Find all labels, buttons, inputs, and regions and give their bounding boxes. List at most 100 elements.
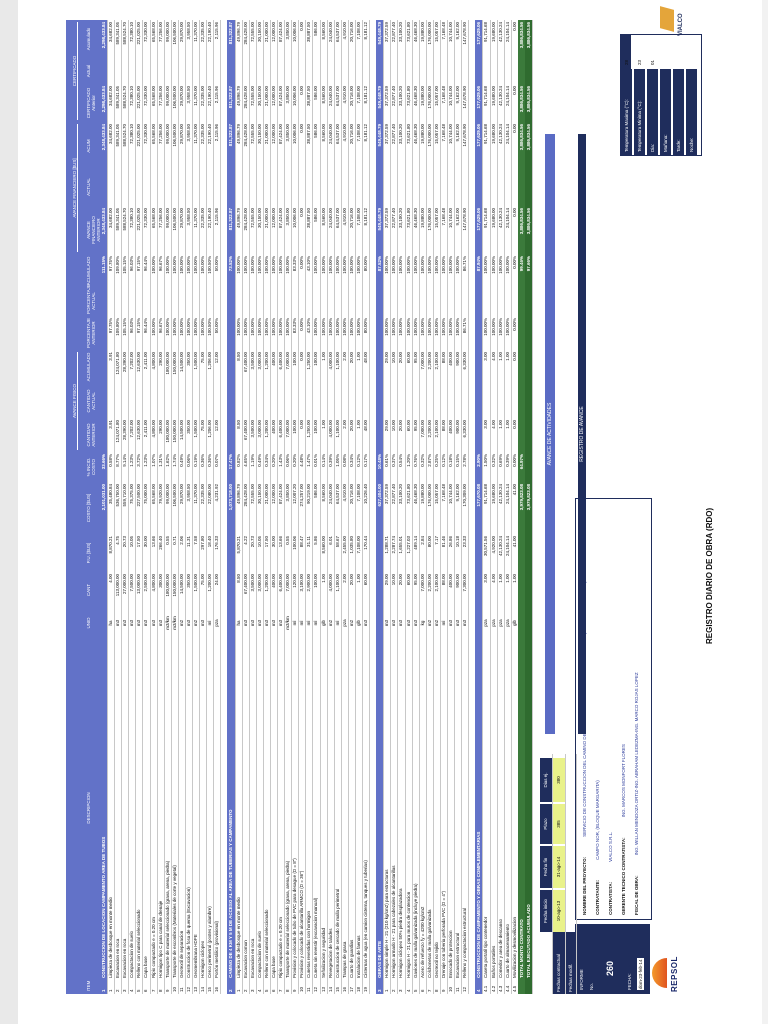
cell-p1: 50.00% xyxy=(214,318,220,334)
cell-c3: 221,025.00 xyxy=(136,22,142,45)
cell-n3: 100.00 xyxy=(292,352,298,366)
cell-n1: 124,071.80 xyxy=(115,420,121,443)
cell-pct: 0.18% xyxy=(448,454,454,467)
cell-pct: 0.07% xyxy=(214,454,220,467)
cell-cant: 75.00 xyxy=(200,574,206,586)
cell-c1: 11,370.00 xyxy=(193,86,199,106)
cell-pct: 0.20% xyxy=(270,454,276,467)
cell-p3: 100.00% xyxy=(278,256,284,274)
cell-pct: 0.14% xyxy=(320,454,326,467)
cell-desc: Ripio compactado e = 0.20 cm xyxy=(150,917,156,978)
cell-pu: 17.50 xyxy=(136,536,142,548)
cell-m1: 22,190.40 xyxy=(207,208,213,229)
cell-cant: 2,100.00 xyxy=(433,574,439,592)
repsol-logo: REPSOL xyxy=(650,946,690,994)
cell-desc: Cuarto de guardias xyxy=(348,939,354,978)
cell-p3: 100.00% xyxy=(256,256,262,274)
cell-n1: 290.00 xyxy=(157,420,163,434)
cell-desc: Transporte de escombros (Materiales de c… xyxy=(171,865,177,978)
cell-m3: 22,877.40 xyxy=(391,124,397,145)
cell-m1: 8,181.12 xyxy=(363,208,369,226)
fechas-modif-row: Fechas modif. xyxy=(566,754,577,994)
cell-c1: 72,555.00 xyxy=(249,86,255,107)
cell-pu: 1,288.71 xyxy=(384,536,390,554)
cell-costo: 227,500.00 xyxy=(136,484,142,507)
cell-m1: 12,000.00 xyxy=(270,208,276,229)
cell-costo: 42,130.24 xyxy=(497,484,503,505)
cell-unit: ha xyxy=(235,620,241,626)
cell-n3: 75.00 xyxy=(200,352,206,364)
cell-costo: 35,480.84 xyxy=(108,484,114,505)
cell-cant: 60.00 xyxy=(405,574,411,586)
cell-pu: 1,655.01 xyxy=(398,536,404,554)
cell-costo: 75,000.00 xyxy=(143,484,149,505)
column-header: Acumulado xyxy=(86,27,91,51)
cell-pct: 0.12% xyxy=(355,454,361,467)
project-info-value: ING. MARCOS MONFORT FLORES xyxy=(621,744,626,818)
cell-c1: 64,537.00 xyxy=(334,86,340,107)
cell-a: 4.4 xyxy=(504,985,510,992)
cell-m1: 586.00 xyxy=(313,208,319,222)
cell-c3: 22,190.40 xyxy=(207,22,213,43)
cell-c1: 91,714.68 xyxy=(483,86,489,107)
cell-costo: 65,568.00 xyxy=(150,484,156,505)
cell-c1: 12,000.00 xyxy=(270,86,276,107)
cell-c3: 19,680.00 xyxy=(490,22,496,43)
cell-n3: 2,100.00 xyxy=(433,352,439,370)
cell-p1: 100.00% xyxy=(440,318,446,336)
cell-pct: 0.39% xyxy=(327,454,333,467)
cell-n3: 0.00 xyxy=(511,352,517,361)
cell-desc: Geotextil de separacion xyxy=(178,930,184,978)
cell-pct: 0.15% xyxy=(455,454,461,467)
cell-c3: 147,678.90 xyxy=(462,22,468,45)
cell-c1: 24,104.14 xyxy=(504,86,510,107)
cell-c1: 284,428.00 xyxy=(242,86,248,109)
project-info-label: FISCAL DE OBRA: xyxy=(634,875,639,915)
weather-label: Temperatura Maxima (°C): xyxy=(624,99,629,152)
cell-c3: 4,910.00 xyxy=(341,22,347,40)
cell-pct: 4.65% xyxy=(242,454,248,467)
cell-unit: ml xyxy=(440,620,446,626)
cell-desc: Cerco perimetral (postes y alambre) xyxy=(207,906,213,978)
cell-n3: 150,000.00 xyxy=(171,352,177,375)
project-info-value: VIALCO S.R.L. xyxy=(608,831,613,862)
cell-pct: 1.74% xyxy=(171,454,177,467)
cell-cant: 100.00 xyxy=(313,574,319,588)
cell-a: 9 xyxy=(292,989,298,992)
cell-pu: 11.31 xyxy=(185,536,191,547)
cell-c1: 10,744.00 xyxy=(448,86,454,107)
cell-pct: 0.20% xyxy=(292,454,298,467)
cell-costo: 3,979,823.08 xyxy=(518,484,524,511)
cell-n1: 8.50 xyxy=(235,420,241,429)
cell-m3: 19,680.00 xyxy=(490,124,496,145)
cell-desc: CONSTRUCCION DE CAMPAMENTO Y OBRAS COMPL… xyxy=(476,831,482,978)
cell-m3: 72,380.10 xyxy=(129,124,135,145)
cell-m3: 10,744.00 xyxy=(448,124,454,145)
cell-a: 19 xyxy=(363,986,369,992)
cell-p1: 105.15% xyxy=(122,318,128,336)
cell-m3: 24,040.00 xyxy=(327,124,333,145)
report-title: REGISTRO DIARIO DE OBRA (RDO) xyxy=(705,507,714,644)
cell-costo: 22,335.00 xyxy=(200,484,206,505)
cell-desc: Geomembrana HDPE xyxy=(193,934,199,978)
cell-a: 11 xyxy=(306,987,312,992)
cell-p3: 100.00% xyxy=(497,256,503,274)
cell-cant: 6,400.00 xyxy=(278,574,284,592)
cell-a: 12 xyxy=(462,986,468,992)
cell-cant: 2,200.00 xyxy=(426,574,432,592)
column-header: CERTIFICADO Anterior xyxy=(86,87,96,119)
cell-c3: 811,322.87 xyxy=(228,22,234,45)
cell-desc: Hormigon H - 21 para muros de contencion xyxy=(405,891,411,978)
cell-m1: 49,896.79 xyxy=(235,208,241,229)
column-header: CANT xyxy=(86,583,91,597)
cell-costo: 64,537.00 xyxy=(334,484,340,505)
cell-n3: 2,411.00 xyxy=(143,352,149,370)
cell-cant: 2,900.00 xyxy=(306,574,312,592)
cell-pu: 2.06 xyxy=(178,536,184,545)
cell-costo: 22,080.00 xyxy=(207,484,213,505)
cell-n3: 124,071.80 xyxy=(115,352,121,375)
cell-desc: Cisternas de agua (en camion cisterna, t… xyxy=(363,860,369,978)
cell-c1: 37,372.59 xyxy=(384,86,390,107)
cell-m3: 0.00 xyxy=(299,124,305,133)
cell-a: 4 xyxy=(405,989,411,992)
